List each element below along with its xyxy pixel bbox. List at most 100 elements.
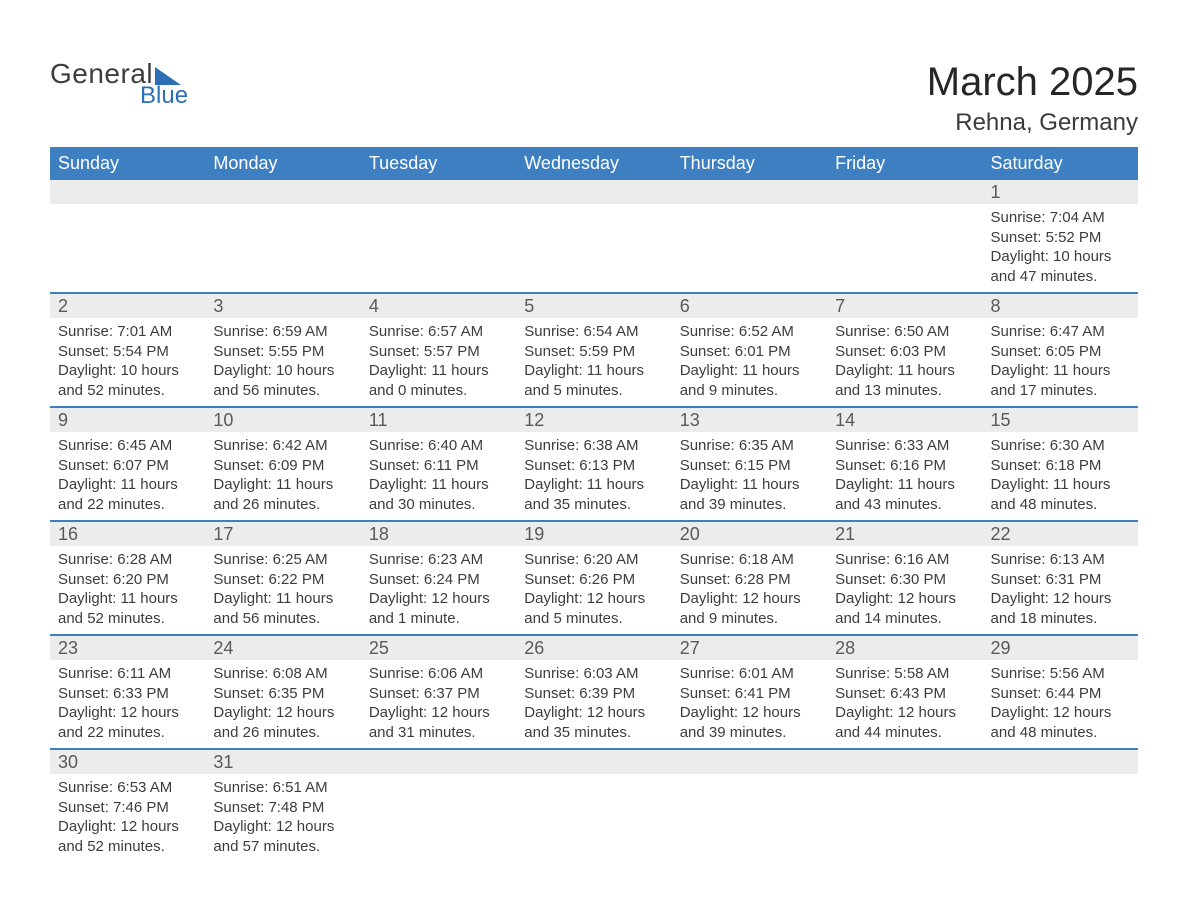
calendar-day-cell: 13Sunrise: 6:35 AMSunset: 6:15 PMDayligh…	[672, 407, 827, 521]
day-details: Sunrise: 6:25 AMSunset: 6:22 PMDaylight:…	[205, 546, 360, 634]
calendar-day-cell: 9Sunrise: 6:45 AMSunset: 6:07 PMDaylight…	[50, 407, 205, 521]
daylight-line: Daylight: 11 hours and 22 minutes.	[58, 475, 197, 514]
calendar-row: 9Sunrise: 6:45 AMSunset: 6:07 PMDaylight…	[50, 407, 1138, 521]
day-details	[361, 204, 516, 214]
sunset-line: Sunset: 6:18 PM	[991, 456, 1130, 476]
daylight-line: Daylight: 12 hours and 5 minutes.	[524, 589, 663, 628]
calendar-day-cell: 8Sunrise: 6:47 AMSunset: 6:05 PMDaylight…	[983, 293, 1138, 407]
calendar-empty-cell	[50, 180, 205, 293]
sunrise-line: Sunrise: 6:11 AM	[58, 664, 197, 684]
calendar-day-cell: 27Sunrise: 6:01 AMSunset: 6:41 PMDayligh…	[672, 635, 827, 749]
day-number: 28	[827, 636, 982, 660]
sunset-line: Sunset: 6:43 PM	[835, 684, 974, 704]
sunrise-line: Sunrise: 6:59 AM	[213, 322, 352, 342]
day-number	[672, 180, 827, 204]
day-number: 30	[50, 750, 205, 774]
sunrise-line: Sunrise: 6:45 AM	[58, 436, 197, 456]
day-details	[672, 204, 827, 214]
weekday-header-row: SundayMondayTuesdayWednesdayThursdayFrid…	[50, 147, 1138, 180]
day-details	[516, 204, 671, 214]
calendar-day-cell: 20Sunrise: 6:18 AMSunset: 6:28 PMDayligh…	[672, 521, 827, 635]
day-details: Sunrise: 6:38 AMSunset: 6:13 PMDaylight:…	[516, 432, 671, 520]
day-number: 8	[983, 294, 1138, 318]
day-details	[205, 204, 360, 214]
day-number: 15	[983, 408, 1138, 432]
sunrise-line: Sunrise: 7:01 AM	[58, 322, 197, 342]
day-details: Sunrise: 6:06 AMSunset: 6:37 PMDaylight:…	[361, 660, 516, 748]
day-details: Sunrise: 6:57 AMSunset: 5:57 PMDaylight:…	[361, 318, 516, 406]
day-number	[983, 750, 1138, 774]
day-number	[516, 180, 671, 204]
daylight-line: Daylight: 11 hours and 5 minutes.	[524, 361, 663, 400]
calendar-day-cell: 25Sunrise: 6:06 AMSunset: 6:37 PMDayligh…	[361, 635, 516, 749]
weekday-header: Friday	[827, 147, 982, 180]
sunset-line: Sunset: 5:55 PM	[213, 342, 352, 362]
daylight-line: Daylight: 12 hours and 35 minutes.	[524, 703, 663, 742]
daylight-line: Daylight: 11 hours and 56 minutes.	[213, 589, 352, 628]
calendar-empty-cell	[983, 749, 1138, 862]
calendar-day-cell: 19Sunrise: 6:20 AMSunset: 6:26 PMDayligh…	[516, 521, 671, 635]
daylight-line: Daylight: 11 hours and 48 minutes.	[991, 475, 1130, 514]
daylight-line: Daylight: 12 hours and 44 minutes.	[835, 703, 974, 742]
day-details: Sunrise: 6:50 AMSunset: 6:03 PMDaylight:…	[827, 318, 982, 406]
sunrise-line: Sunrise: 6:30 AM	[991, 436, 1130, 456]
day-details: Sunrise: 6:30 AMSunset: 6:18 PMDaylight:…	[983, 432, 1138, 520]
sunrise-line: Sunrise: 5:56 AM	[991, 664, 1130, 684]
day-details: Sunrise: 6:03 AMSunset: 6:39 PMDaylight:…	[516, 660, 671, 748]
day-number	[827, 180, 982, 204]
calendar-day-cell: 10Sunrise: 6:42 AMSunset: 6:09 PMDayligh…	[205, 407, 360, 521]
calendar-empty-cell	[361, 180, 516, 293]
sunrise-line: Sunrise: 6:54 AM	[524, 322, 663, 342]
daylight-line: Daylight: 11 hours and 13 minutes.	[835, 361, 974, 400]
day-number: 31	[205, 750, 360, 774]
day-details: Sunrise: 6:18 AMSunset: 6:28 PMDaylight:…	[672, 546, 827, 634]
sunset-line: Sunset: 5:59 PM	[524, 342, 663, 362]
sunset-line: Sunset: 6:41 PM	[680, 684, 819, 704]
sunrise-line: Sunrise: 6:08 AM	[213, 664, 352, 684]
calendar-empty-cell	[672, 180, 827, 293]
daylight-line: Daylight: 12 hours and 1 minute.	[369, 589, 508, 628]
sunset-line: Sunset: 6:13 PM	[524, 456, 663, 476]
day-number	[205, 180, 360, 204]
calendar-day-cell: 23Sunrise: 6:11 AMSunset: 6:33 PMDayligh…	[50, 635, 205, 749]
day-number: 18	[361, 522, 516, 546]
title-block: March 2025 Rehna, Germany	[927, 60, 1138, 137]
sunrise-line: Sunrise: 6:28 AM	[58, 550, 197, 570]
day-details: Sunrise: 6:53 AMSunset: 7:46 PMDaylight:…	[50, 774, 205, 862]
day-details: Sunrise: 5:58 AMSunset: 6:43 PMDaylight:…	[827, 660, 982, 748]
sunset-line: Sunset: 7:46 PM	[58, 798, 197, 818]
sunset-line: Sunset: 6:15 PM	[680, 456, 819, 476]
day-details: Sunrise: 7:01 AMSunset: 5:54 PMDaylight:…	[50, 318, 205, 406]
sunrise-line: Sunrise: 6:57 AM	[369, 322, 508, 342]
daylight-line: Daylight: 12 hours and 9 minutes.	[680, 589, 819, 628]
calendar-day-cell: 29Sunrise: 5:56 AMSunset: 6:44 PMDayligh…	[983, 635, 1138, 749]
logo-text-blue: Blue	[140, 84, 188, 108]
day-number: 16	[50, 522, 205, 546]
day-number: 25	[361, 636, 516, 660]
sunset-line: Sunset: 6:28 PM	[680, 570, 819, 590]
day-number: 24	[205, 636, 360, 660]
day-number: 2	[50, 294, 205, 318]
sunset-line: Sunset: 6:07 PM	[58, 456, 197, 476]
sunrise-line: Sunrise: 6:18 AM	[680, 550, 819, 570]
day-number	[361, 180, 516, 204]
location-title: Rehna, Germany	[927, 109, 1138, 137]
day-number: 19	[516, 522, 671, 546]
sunset-line: Sunset: 6:11 PM	[369, 456, 508, 476]
day-details: Sunrise: 6:52 AMSunset: 6:01 PMDaylight:…	[672, 318, 827, 406]
daylight-line: Daylight: 10 hours and 47 minutes.	[991, 247, 1130, 286]
calendar-day-cell: 31Sunrise: 6:51 AMSunset: 7:48 PMDayligh…	[205, 749, 360, 862]
calendar-day-cell: 3Sunrise: 6:59 AMSunset: 5:55 PMDaylight…	[205, 293, 360, 407]
calendar-row: 30Sunrise: 6:53 AMSunset: 7:46 PMDayligh…	[50, 749, 1138, 862]
calendar-day-cell: 5 Sunrise: 6:54 AMSunset: 5:59 PMDaylight…	[516, 293, 671, 407]
calendar-day-cell: 26Sunrise: 6:03 AMSunset: 6:39 PMDayligh…	[516, 635, 671, 749]
day-details: Sunrise: 7:04 AMSunset: 5:52 PMDaylight:…	[983, 204, 1138, 292]
sunset-line: Sunset: 5:52 PM	[991, 228, 1130, 248]
day-details: Sunrise: 6:59 AMSunset: 5:55 PMDaylight:…	[205, 318, 360, 406]
calendar-empty-cell	[827, 749, 982, 862]
daylight-line: Daylight: 12 hours and 39 minutes.	[680, 703, 819, 742]
day-number: 5	[516, 294, 671, 318]
calendar-body: 1Sunrise: 7:04 AMSunset: 5:52 PMDaylight…	[50, 180, 1138, 862]
daylight-line: Daylight: 11 hours and 52 minutes.	[58, 589, 197, 628]
sunset-line: Sunset: 6:30 PM	[835, 570, 974, 590]
